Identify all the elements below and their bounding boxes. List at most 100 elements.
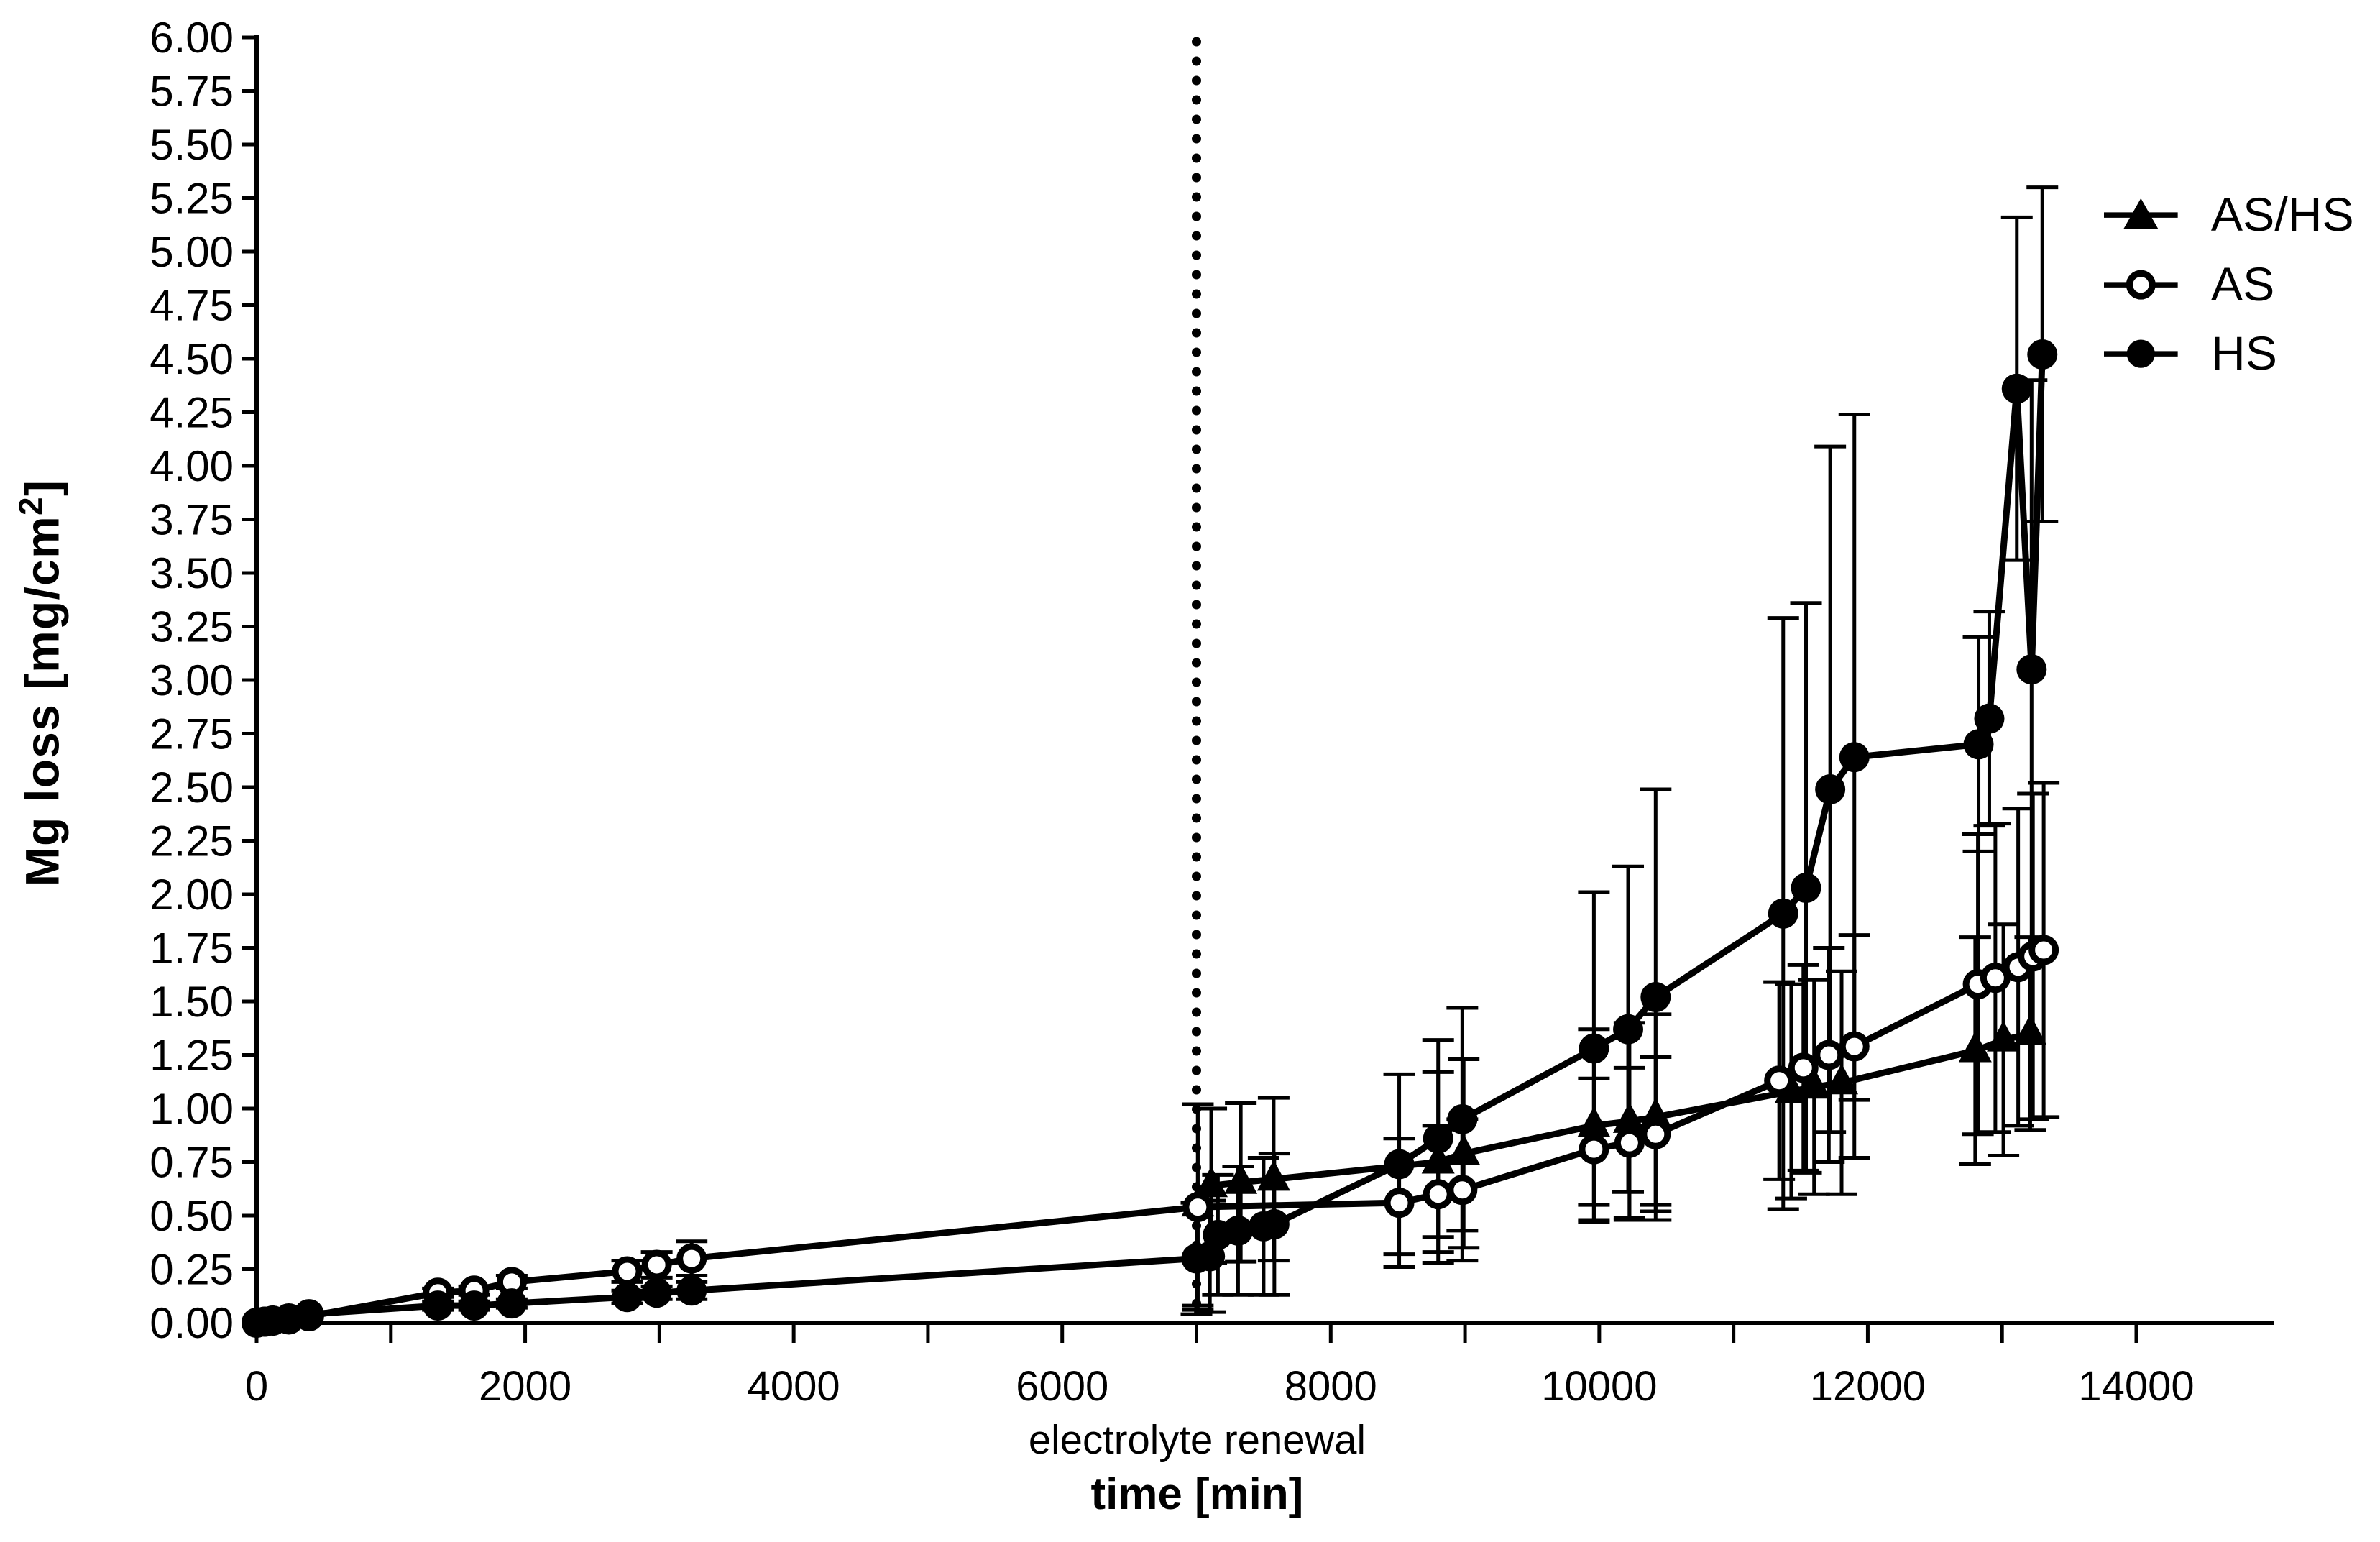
y-axis-title-bracket: ] — [15, 479, 69, 497]
legend-marker-open-circle-icon — [2103, 270, 2178, 300]
y-tick-label: 5.75 — [150, 68, 234, 116]
data-point-filled-circle — [1447, 1103, 1478, 1134]
legend-item-hs: HS — [2103, 327, 2354, 381]
data-point-filled-triangle — [1224, 1162, 1258, 1194]
data-point-filled-circle — [2027, 339, 2058, 370]
data-point-open-circle — [1980, 963, 2011, 993]
data-point-filled-circle — [1423, 1123, 1453, 1154]
data-point-filled-circle — [1579, 1033, 1609, 1064]
y-tick-label: 2.75 — [150, 710, 234, 758]
data-point-open-circle — [1447, 1175, 1478, 1206]
x-tick-label: 14000 — [2078, 1363, 2194, 1410]
data-point-filled-circle — [612, 1282, 643, 1313]
data-point-filled-circle — [293, 1299, 324, 1330]
y-tick-label: 3.50 — [150, 549, 234, 597]
y-tick-label: 0.50 — [150, 1192, 234, 1240]
y-tick-label: 3.75 — [150, 496, 234, 544]
data-point-filled-circle — [2001, 373, 2032, 404]
data-point-filled-triangle — [1797, 1068, 1831, 1099]
y-tick-label: 0.00 — [150, 1299, 234, 1347]
data-point-filled-circle — [1768, 898, 1798, 929]
error-bars-as-hs — [1182, 922, 2046, 1308]
x-tick-label: 8000 — [1285, 1363, 1377, 1410]
y-axis-title: Mg loss [mg/cm2] — [12, 479, 70, 886]
data-point-filled-circle — [1640, 982, 1671, 1013]
x-tick-label: 4000 — [748, 1363, 840, 1410]
y-tick-label: 2.50 — [150, 763, 234, 812]
x-tick-label: 12000 — [1810, 1363, 1926, 1410]
legend-label-hs: HS — [2210, 327, 2277, 381]
data-point-filled-circle — [1963, 729, 1994, 760]
data-point-filled-circle — [496, 1288, 527, 1319]
data-point-filled-circle — [1223, 1215, 1254, 1246]
data-point-open-circle — [641, 1249, 672, 1280]
legend: AS/HS AS HS — [2103, 188, 2354, 381]
legend-label-as-hs: AS/HS — [2210, 188, 2354, 242]
x-tick-label: 0 — [245, 1363, 268, 1410]
electrolyte-renewal-label: electrolyte renewal — [1028, 1416, 1366, 1462]
series-markers-hs — [242, 339, 2058, 1338]
data-point-filled-circle — [1839, 742, 1870, 773]
data-point-filled-circle — [1974, 703, 2005, 734]
data-point-filled-triangle — [1447, 1134, 1481, 1165]
data-point-filled-circle — [1815, 774, 1846, 804]
y-tick-label: 3.00 — [150, 656, 234, 705]
data-point-open-circle — [1423, 1179, 1453, 1210]
data-point-open-circle — [2028, 935, 2059, 965]
data-point-filled-triangle — [2013, 1014, 2047, 1045]
legend-label-as: AS — [2210, 257, 2275, 311]
y-axis-title-superscript: 2 — [12, 496, 50, 516]
legend-marker-filled-triangle-icon — [2103, 198, 2178, 229]
data-point-filled-circle — [641, 1277, 672, 1308]
data-point-filled-circle — [1613, 1014, 1644, 1045]
data-point-open-circle — [676, 1243, 707, 1274]
y-tick-label: 5.50 — [150, 121, 234, 169]
series-markers-as-hs — [1181, 1014, 2047, 1217]
legend-item-as: AS — [2103, 257, 2354, 311]
x-tick-label: 10000 — [1541, 1363, 1657, 1410]
legend-item-as-hs: AS/HS — [2103, 188, 2354, 242]
data-point-filled-triangle — [1639, 1097, 1673, 1129]
y-tick-label: 1.75 — [150, 924, 234, 973]
series-line-as-hs — [1195, 1030, 2031, 1207]
y-tick-label: 5.25 — [150, 175, 234, 223]
data-point-filled-triangle — [1612, 1101, 1646, 1133]
data-point-open-circle — [612, 1256, 643, 1287]
y-tick-label: 4.75 — [150, 282, 234, 330]
x-tick-label: 6000 — [1016, 1363, 1108, 1410]
legend-marker-filled-circle-icon — [2103, 339, 2178, 369]
y-tick-label: 0.25 — [150, 1246, 234, 1294]
data-point-open-circle — [1788, 1052, 1819, 1083]
y-tick-label: 1.00 — [150, 1085, 234, 1133]
y-tick-label: 4.25 — [150, 389, 234, 437]
y-tick-label: 2.25 — [150, 817, 234, 866]
y-tick-label: 1.25 — [150, 1032, 234, 1080]
data-point-filled-circle — [1791, 873, 1821, 904]
data-point-open-circle — [1614, 1127, 1645, 1158]
data-point-open-circle — [1814, 1040, 1844, 1070]
data-point-filled-triangle — [1987, 1020, 2021, 1052]
data-point-filled-triangle — [1577, 1106, 1611, 1137]
y-tick-label: 1.50 — [150, 978, 234, 1026]
data-point-filled-circle — [2016, 654, 2047, 685]
data-point-filled-circle — [676, 1275, 707, 1306]
data-point-filled-circle — [1384, 1149, 1415, 1180]
data-point-open-circle — [1764, 1065, 1795, 1096]
series-line-as — [256, 947, 2046, 1326]
data-point-filled-triangle — [1256, 1160, 1290, 1191]
data-point-filled-triangle — [1958, 1031, 1992, 1063]
data-point-open-circle — [1384, 1188, 1415, 1219]
y-tick-label: 3.25 — [150, 603, 234, 651]
y-tick-label: 2.00 — [150, 871, 234, 919]
y-axis-title-text: Mg loss [mg/cm — [15, 515, 69, 887]
data-point-filled-circle — [423, 1290, 454, 1321]
data-point-open-circle — [1640, 1119, 1671, 1149]
data-point-filled-triangle — [1421, 1142, 1455, 1174]
data-point-open-circle — [1182, 1192, 1213, 1223]
data-point-filled-triangle — [1195, 1166, 1228, 1198]
y-tick-label: 5.00 — [150, 228, 234, 276]
data-point-filled-triangle — [1825, 1063, 1859, 1095]
data-point-open-circle — [1579, 1134, 1609, 1165]
